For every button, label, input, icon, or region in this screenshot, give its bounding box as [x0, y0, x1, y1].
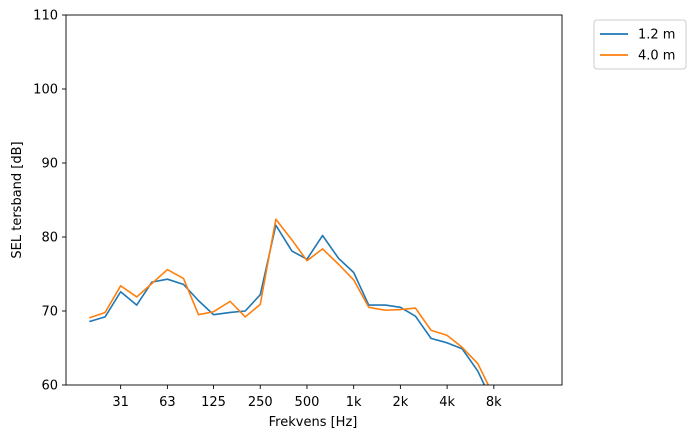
y-axis: 60 70 80 90 100 110 — [33, 9, 66, 394]
plot-area — [66, 15, 562, 385]
x-tick-label: 1k — [346, 395, 362, 410]
x-tick-label: 250 — [248, 395, 273, 410]
y-tick-label: 110 — [33, 9, 58, 24]
legend: 1.2 m 4.0 m — [593, 19, 687, 70]
legend-label-1: 1.2 m — [638, 28, 675, 43]
x-tick-label: 4k — [439, 395, 455, 410]
legend-frame — [593, 19, 687, 70]
series-line-1 — [89, 224, 486, 385]
x-axis: 31 63 125 250 500 1k 2k 4k 8k — [112, 385, 502, 410]
y-tick-label: 80 — [41, 231, 58, 246]
y-tick-label: 70 — [41, 305, 58, 320]
plot-frame — [65, 14, 563, 386]
x-tick-label: 63 — [159, 395, 176, 410]
legend-label-2: 4.0 m — [638, 49, 675, 64]
series-line-2 — [89, 218, 490, 385]
y-tick-label: 60 — [41, 379, 58, 394]
x-tick-label: 8k — [486, 395, 502, 410]
x-axis-title: Frekvens [Hz] — [269, 415, 358, 430]
x-tick-label: 500 — [295, 395, 320, 410]
series-layer — [89, 218, 490, 385]
y-axis-title: SEL tersband [dB] — [10, 141, 25, 258]
x-tick-label: 31 — [112, 395, 129, 410]
x-tick-label: 125 — [201, 395, 226, 410]
y-tick-label: 100 — [33, 83, 58, 98]
y-tick-label: 90 — [41, 157, 58, 172]
x-tick-label: 2k — [392, 395, 408, 410]
